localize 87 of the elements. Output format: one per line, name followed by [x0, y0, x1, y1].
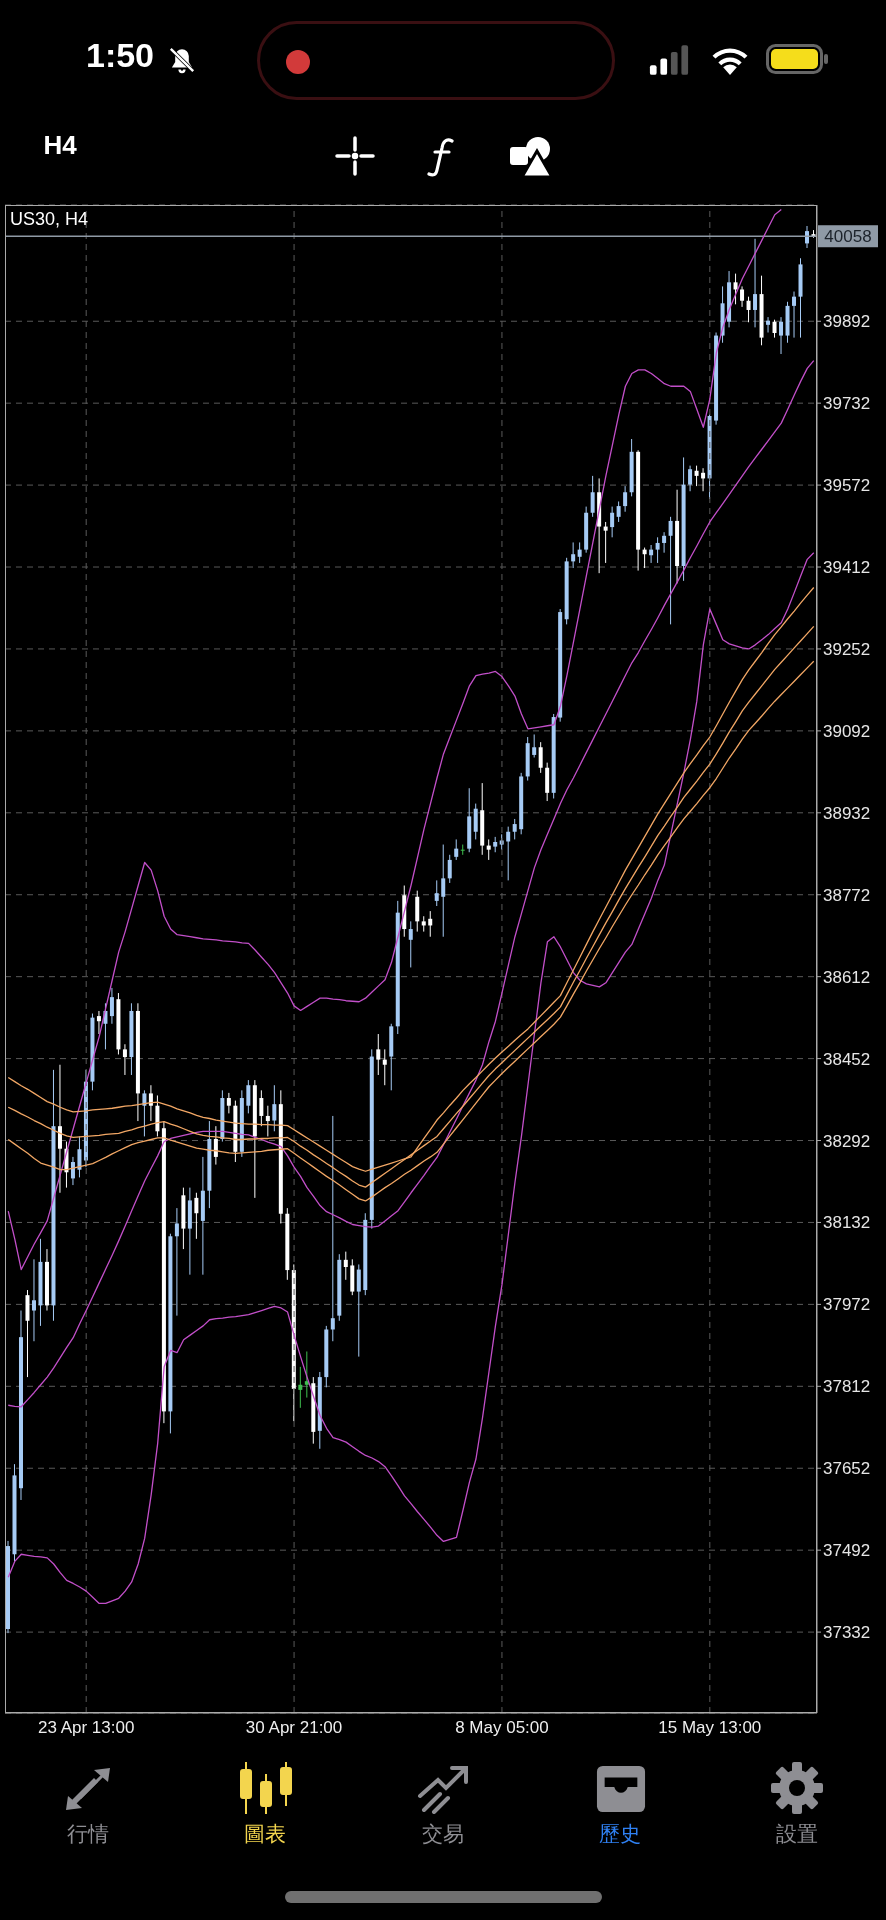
candlestick — [96, 1010, 101, 1035]
text: 圖表 — [243, 1821, 288, 1847]
x-tick-label: 8 May 05:00 — [455, 1718, 549, 1738]
ref-line-label: 40058 — [824, 227, 872, 247]
candlestick — [623, 485, 628, 513]
candlestick — [109, 987, 114, 1025]
candlestick — [532, 733, 537, 759]
candlestick — [655, 536, 660, 564]
y-tick-label: 38612 — [823, 967, 871, 987]
y-tick-label: 39572 — [823, 476, 871, 496]
candlestick — [603, 521, 608, 564]
candlestick — [486, 838, 491, 861]
candlestick — [454, 838, 459, 861]
candlestick — [694, 465, 699, 487]
candlestick — [304, 1350, 309, 1399]
y-tick-label: 39412 — [823, 558, 871, 578]
candlestick — [31, 1258, 36, 1342]
line-series — [7, 552, 815, 1605]
candlestick — [434, 879, 439, 907]
candlestick — [766, 316, 771, 333]
y-tick-label: 39732 — [823, 394, 871, 414]
candlestick — [213, 1125, 218, 1166]
x-tick-label: 15 May 13:00 — [658, 1718, 762, 1738]
text: H4 — [42, 130, 78, 161]
candlestick — [57, 1064, 62, 1194]
candlestick — [142, 1089, 147, 1137]
candlestick — [174, 1207, 179, 1317]
candlestick — [447, 854, 452, 884]
candlestick — [662, 531, 667, 554]
x-tick-label: 23 Apr 13:00 — [37, 1718, 135, 1738]
line-series — [7, 208, 782, 1271]
y-tick-label: 37332 — [823, 1623, 871, 1643]
candlestick — [688, 465, 693, 492]
candlestick — [408, 920, 413, 968]
y-tick-label: 37652 — [823, 1459, 871, 1479]
y-tick-label: 37972 — [823, 1295, 871, 1315]
y-tick-label: 38772 — [823, 885, 871, 905]
candlestick — [753, 238, 758, 328]
candlestick — [376, 1033, 381, 1076]
candlestick — [668, 516, 673, 625]
candlestick — [779, 316, 784, 355]
candlestick — [733, 273, 738, 305]
candlestick — [473, 803, 478, 840]
x-tick-label: 30 Apr 21:00 — [245, 1718, 343, 1738]
candlestick — [298, 1366, 303, 1409]
candlestick — [122, 1043, 127, 1076]
line-series — [7, 360, 815, 1408]
y-tick-label: 38452 — [823, 1049, 871, 1069]
candlestick — [506, 826, 511, 881]
candlestick — [148, 1084, 153, 1122]
candlestick — [259, 1089, 264, 1127]
y-tick-label: 38932 — [823, 803, 871, 823]
candlestick — [343, 1251, 348, 1281]
candlestick — [194, 1192, 199, 1240]
candlestick — [226, 1092, 231, 1114]
candlestick — [538, 741, 543, 774]
candlestick — [272, 1084, 277, 1132]
candlestick — [460, 844, 465, 856]
y-tick-label: 38132 — [823, 1213, 871, 1233]
candlestick — [610, 506, 615, 538]
candlestick — [246, 1079, 251, 1114]
candlestick — [382, 1048, 387, 1086]
text: 歷史 — [597, 1821, 642, 1847]
y-tick-label: 39892 — [823, 312, 871, 332]
candlestick — [746, 296, 751, 323]
y-tick-label: 37812 — [823, 1377, 871, 1397]
candlestick — [441, 844, 446, 938]
candlestick — [265, 1105, 270, 1137]
text: 交易 — [420, 1821, 465, 1847]
text: 設置 — [775, 1821, 819, 1847]
candlestick — [792, 291, 797, 339]
candlestick — [356, 1263, 361, 1358]
y-tick-label: 39252 — [823, 639, 871, 659]
text: 1:50 — [84, 36, 156, 75]
candlestick — [512, 818, 517, 840]
y-tick-label: 38292 — [823, 1131, 871, 1151]
candlestick — [571, 541, 576, 569]
candlestick — [590, 475, 595, 518]
candlestick — [740, 285, 745, 308]
y-tick-label: 39092 — [823, 721, 871, 741]
text: 行情 — [66, 1821, 110, 1847]
y-tick-label: 37492 — [823, 1541, 871, 1561]
candlestick — [77, 1135, 82, 1178]
candlestick — [577, 541, 582, 564]
chart-title: US30, H4 — [10, 209, 89, 230]
candlestick — [330, 1115, 335, 1342]
candlestick — [616, 500, 621, 523]
